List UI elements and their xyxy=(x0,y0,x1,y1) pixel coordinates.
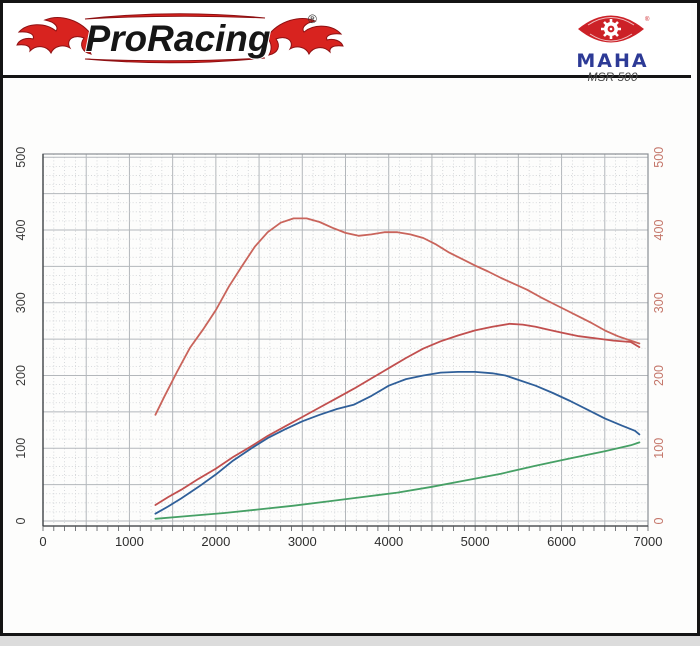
y-axis-right-label: 0 xyxy=(652,517,666,524)
x-axis-label: 0 xyxy=(39,534,46,549)
maha-logo: ® MAHA MSR 500 xyxy=(534,3,691,84)
loss-curve-green xyxy=(154,441,641,520)
y-axis-left-label: 200 xyxy=(14,365,28,386)
power-curve-blue xyxy=(154,370,641,515)
flame-icon: ProRacing ® xyxy=(16,12,344,64)
proracing-wordmark: ProRacing xyxy=(85,18,270,59)
chart-area: 0 1000 2000 3000 4000 5000 6000 7000 0 100 200 300 4… xyxy=(3,78,700,634)
y-axis-right-label: 400 xyxy=(652,220,666,241)
x-axis-label: 4000 xyxy=(374,534,403,549)
y-axis-right-label: 300 xyxy=(652,292,666,313)
dyno-chart: 0 1000 2000 3000 4000 5000 6000 700001002003004… xyxy=(14,147,666,549)
y-axis-right-label: 200 xyxy=(652,365,666,386)
registered-trademark: ® xyxy=(308,12,317,26)
maha-emblem: ® xyxy=(577,15,650,43)
x-axis-label: 6000 xyxy=(547,534,576,549)
emblem-arc-top xyxy=(587,17,634,26)
x-axis-label: 5000 xyxy=(461,534,490,549)
x-axis-label: 7000 xyxy=(634,534,663,549)
proracing-logo: ProRacing ® xyxy=(15,7,345,71)
x-axis-label: 2000 xyxy=(201,534,230,549)
maha-wordmark: MAHA xyxy=(576,50,649,72)
y-axis-right-label: 100 xyxy=(652,438,666,459)
y-axis-left-label: 500 xyxy=(14,147,28,168)
header: ProRacing ® xyxy=(3,3,691,84)
y-axis-left-label: 0 xyxy=(14,517,28,524)
y-axis-left-label: 100 xyxy=(14,438,28,459)
torque-curve-red xyxy=(154,217,641,416)
power-curve-red xyxy=(154,322,641,506)
maha-model-label: MSR 500 xyxy=(587,70,638,84)
y-axis-left-label: 400 xyxy=(14,220,28,241)
x-axis-label: 1000 xyxy=(115,534,144,549)
y-axis-left-label: 300 xyxy=(14,292,28,313)
x-axis-label: 3000 xyxy=(288,534,317,549)
y-axis-right-label: 500 xyxy=(652,147,666,168)
maha-registered-mark: ® xyxy=(645,16,650,23)
gear-icon xyxy=(600,19,621,39)
emblem-arc-bottom xyxy=(589,33,632,42)
